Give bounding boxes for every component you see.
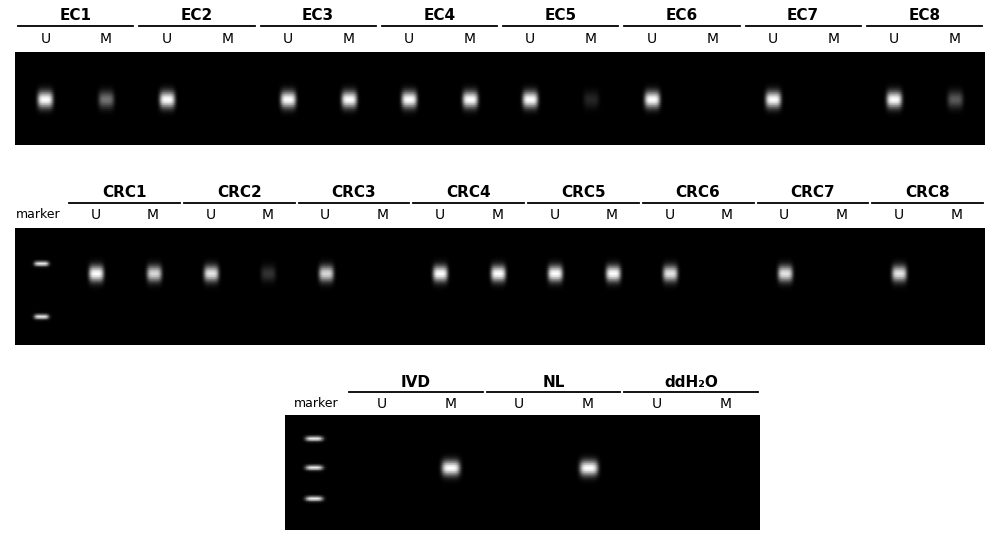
Text: marker: marker — [294, 397, 338, 410]
Text: M: M — [720, 397, 732, 411]
Text: CRC8: CRC8 — [905, 185, 950, 200]
Text: EC1: EC1 — [60, 8, 92, 23]
Text: U: U — [404, 32, 414, 46]
Text: CRC5: CRC5 — [561, 185, 606, 200]
Text: EC6: EC6 — [666, 8, 698, 23]
Text: U: U — [40, 32, 50, 46]
Text: CRC3: CRC3 — [332, 185, 376, 200]
Text: U: U — [91, 208, 101, 222]
Text: M: M — [147, 208, 159, 222]
Text: M: M — [585, 32, 597, 46]
Text: M: M — [444, 397, 456, 411]
Text: CRC4: CRC4 — [446, 185, 491, 200]
Text: U: U — [283, 32, 293, 46]
Bar — [285, 415, 760, 530]
Text: U: U — [525, 32, 535, 46]
Text: ddH₂O: ddH₂O — [664, 375, 718, 390]
Text: CRC1: CRC1 — [102, 185, 147, 200]
Text: U: U — [894, 208, 904, 222]
Text: M: M — [949, 32, 961, 46]
Text: M: M — [582, 397, 594, 411]
Text: U: U — [435, 208, 445, 222]
Text: U: U — [652, 397, 662, 411]
Text: U: U — [376, 397, 386, 411]
Text: U: U — [320, 208, 330, 222]
Bar — [15, 52, 985, 145]
Text: EC5: EC5 — [545, 8, 577, 23]
Text: CRC7: CRC7 — [791, 185, 835, 200]
Text: U: U — [205, 208, 216, 222]
Text: M: M — [706, 32, 718, 46]
Text: U: U — [550, 208, 560, 222]
Text: marker: marker — [16, 208, 61, 221]
Bar — [15, 228, 985, 345]
Text: EC3: EC3 — [302, 8, 334, 23]
Text: M: M — [721, 208, 733, 222]
Text: U: U — [779, 208, 789, 222]
Text: M: M — [950, 208, 962, 222]
Text: M: M — [221, 32, 233, 46]
Text: M: M — [342, 32, 354, 46]
Text: U: U — [514, 397, 524, 411]
Text: U: U — [889, 32, 899, 46]
Text: U: U — [646, 32, 657, 46]
Text: EC4: EC4 — [423, 8, 455, 23]
Text: M: M — [827, 32, 839, 46]
Text: IVD: IVD — [401, 375, 431, 390]
Text: NL: NL — [542, 375, 565, 390]
Text: U: U — [768, 32, 778, 46]
Text: U: U — [162, 32, 172, 46]
Text: CRC6: CRC6 — [676, 185, 720, 200]
Text: M: M — [606, 208, 618, 222]
Text: M: M — [464, 32, 476, 46]
Text: M: M — [491, 208, 503, 222]
Text: M: M — [100, 32, 112, 46]
Text: M: M — [377, 208, 389, 222]
Text: EC8: EC8 — [908, 8, 940, 23]
Text: M: M — [262, 208, 274, 222]
Text: EC7: EC7 — [787, 8, 819, 23]
Text: EC2: EC2 — [181, 8, 213, 23]
Text: M: M — [836, 208, 848, 222]
Text: U: U — [664, 208, 674, 222]
Text: CRC2: CRC2 — [217, 185, 262, 200]
